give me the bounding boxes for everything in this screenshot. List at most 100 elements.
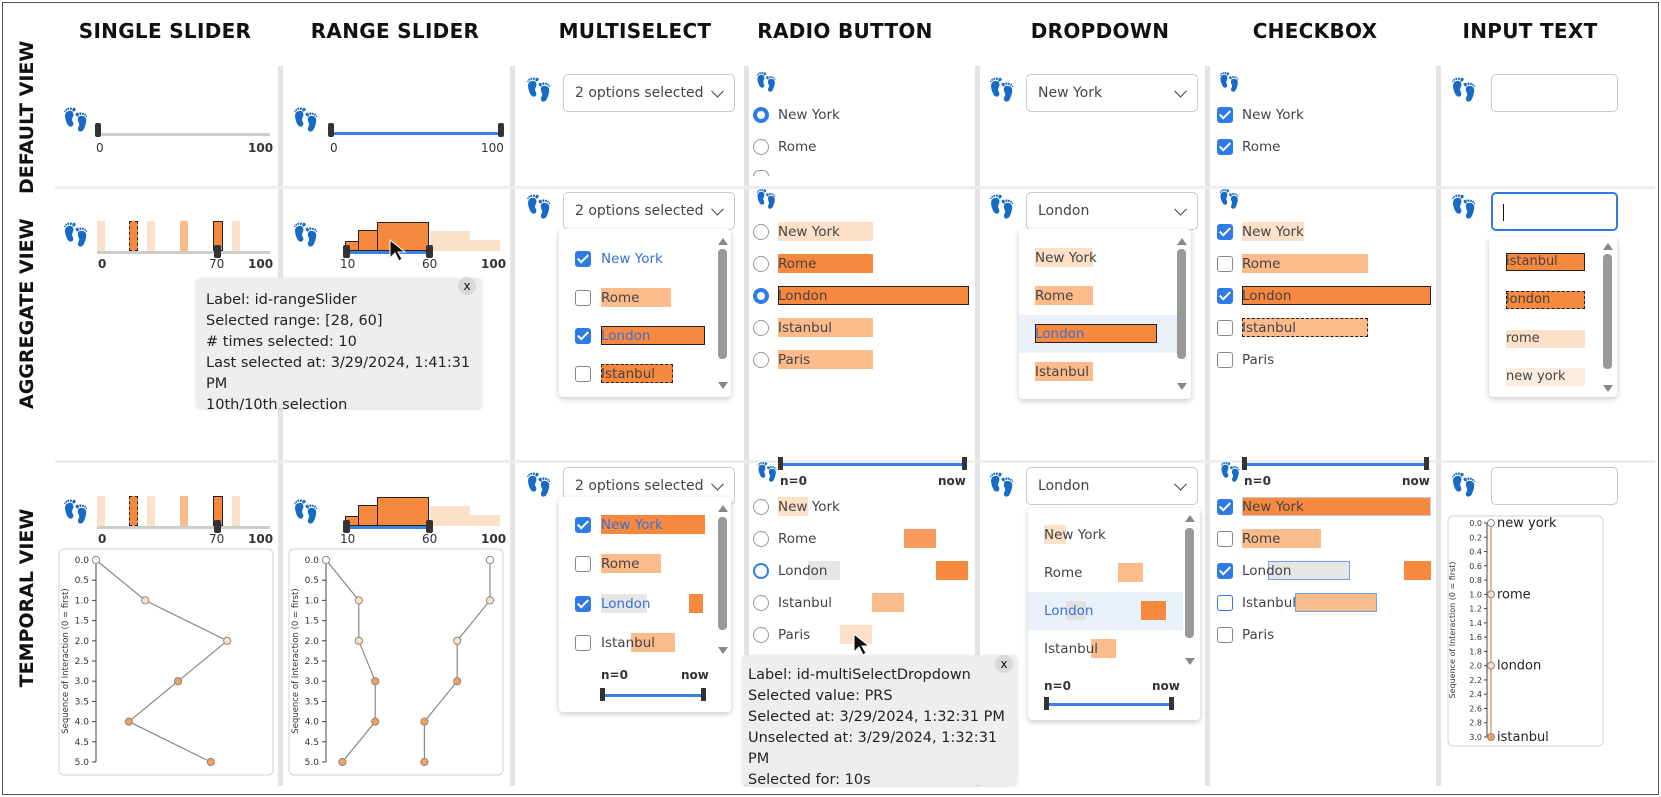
checkbox-istanbul[interactable]: [1217, 595, 1233, 611]
footprints-icon[interactable]: 👣: [525, 195, 553, 220]
footprints-icon[interactable]: 👣: [1218, 189, 1241, 210]
option-istanbul[interactable]: Istanbul: [1035, 364, 1090, 380]
scroll-up-arrow[interactable]: [1177, 238, 1187, 245]
dropdown-box[interactable]: London: [1026, 192, 1198, 230]
text-input[interactable]: [1491, 467, 1618, 505]
footprints-icon[interactable]: 👣: [292, 500, 320, 525]
dropdown-box[interactable]: New York: [1026, 74, 1198, 112]
timeline-track[interactable]: [1045, 703, 1172, 706]
footprints-icon[interactable]: 👣: [292, 108, 320, 133]
scrollbar-thumb[interactable]: [1177, 249, 1186, 359]
dropdown-box[interactable]: London: [1026, 467, 1198, 505]
radio-istanbul[interactable]: [753, 320, 769, 336]
radio-rome[interactable]: [753, 531, 769, 547]
footprints-icon[interactable]: 👣: [1450, 195, 1478, 220]
timeline-handle-end[interactable]: [962, 457, 967, 470]
timeline-handle-start[interactable]: [1044, 697, 1049, 710]
option-new-york[interactable]: New York: [1044, 527, 1106, 543]
option-rome[interactable]: Rome: [1035, 288, 1074, 304]
footprints-icon[interactable]: 👣: [755, 72, 778, 93]
slider-handle[interactable]: [214, 245, 221, 258]
slider-track[interactable]: [97, 251, 270, 254]
footprints-icon[interactable]: 👣: [756, 462, 779, 483]
checkbox-london[interactable]: [1217, 563, 1233, 579]
option-istanbul[interactable]: Istanbul: [601, 366, 656, 382]
option-rome[interactable]: Rome: [601, 290, 640, 306]
scroll-up-arrow[interactable]: [718, 505, 728, 512]
checkbox-istanbul[interactable]: [575, 635, 591, 651]
radio-london[interactable]: [753, 563, 769, 579]
checkbox-london[interactable]: [575, 596, 591, 612]
range-handle-low[interactable]: [343, 520, 350, 533]
option-new-york[interactable]: new york: [1506, 369, 1566, 384]
scroll-up-arrow[interactable]: [1603, 243, 1613, 250]
multiselect-box[interactable]: 2 options selected: [563, 74, 735, 112]
checkbox-paris[interactable]: [1217, 627, 1233, 643]
radio-new-york[interactable]: [753, 499, 769, 515]
timeline-handle-end[interactable]: [701, 688, 706, 701]
timeline-handle-start[interactable]: [778, 457, 783, 470]
footprints-icon[interactable]: 👣: [525, 78, 553, 103]
radio-london[interactable]: [753, 288, 769, 304]
checkbox-rome[interactable]: [1217, 256, 1233, 272]
checkbox-new-york[interactable]: [575, 517, 591, 533]
footprints-icon[interactable]: 👣: [1450, 473, 1478, 498]
range-track[interactable]: [345, 251, 430, 254]
scroll-down-arrow[interactable]: [1603, 385, 1613, 392]
option-london[interactable]: London: [1044, 603, 1094, 619]
option-new-york[interactable]: New York: [601, 251, 663, 267]
option-istanbul[interactable]: Istanbul: [1044, 641, 1099, 657]
checkbox-new-york[interactable]: [575, 251, 591, 267]
checkbox-istanbul[interactable]: [575, 366, 591, 382]
footprints-icon[interactable]: 👣: [62, 500, 90, 525]
radio-istanbul[interactable]: [753, 595, 769, 611]
range-handle-high[interactable]: [426, 520, 433, 533]
footprints-icon[interactable]: 👣: [62, 223, 90, 248]
timeline-track[interactable]: [780, 463, 965, 466]
close-button[interactable]: x: [458, 277, 476, 295]
multiselect-box[interactable]: 2 options selected: [563, 192, 735, 230]
option-london[interactable]: London: [1035, 326, 1085, 342]
footprints-icon[interactable]: 👣: [755, 189, 778, 210]
scroll-down-arrow[interactable]: [1177, 383, 1187, 390]
scrollbar-thumb[interactable]: [1185, 528, 1194, 638]
timeline-handle-end[interactable]: [1424, 457, 1429, 470]
timeline-track[interactable]: [1244, 463, 1427, 466]
slider-track[interactable]: [97, 526, 270, 529]
timeline-track[interactable]: [601, 694, 704, 697]
slider-handle[interactable]: [95, 123, 101, 137]
option-new-york[interactable]: New York: [601, 517, 663, 533]
option-new-york[interactable]: New York: [1035, 250, 1097, 266]
range-track[interactable]: [345, 526, 430, 529]
footprints-icon[interactable]: 👣: [1218, 72, 1241, 93]
checkbox-london[interactable]: [1217, 288, 1233, 304]
timeline-handle-start[interactable]: [600, 688, 605, 701]
text-input-focused[interactable]: [1491, 192, 1618, 231]
radio-paris[interactable]: [753, 352, 769, 368]
range-handle-high[interactable]: [498, 123, 504, 137]
slider-track[interactable]: [97, 133, 270, 136]
footprints-icon[interactable]: 👣: [1450, 78, 1478, 103]
footprints-icon[interactable]: 👣: [988, 78, 1016, 103]
range-track[interactable]: [330, 132, 502, 135]
range-handle-low[interactable]: [343, 245, 350, 258]
timeline-handle-end[interactable]: [1169, 697, 1174, 710]
footprints-icon[interactable]: 👣: [988, 473, 1016, 498]
option-istanbul[interactable]: Istanbul: [601, 635, 656, 651]
option-istanbul[interactable]: istanbul: [1506, 254, 1558, 269]
footprints-icon[interactable]: 👣: [988, 195, 1016, 220]
radio-rome[interactable]: [753, 256, 769, 272]
checkbox-new-york[interactable]: [1217, 107, 1233, 123]
footprints-icon[interactable]: 👣: [1219, 462, 1242, 483]
checkbox-rome[interactable]: [1217, 139, 1233, 155]
checkbox-london[interactable]: [575, 328, 591, 344]
footprints-icon[interactable]: 👣: [292, 223, 320, 248]
radio-new-york[interactable]: [753, 107, 769, 123]
scrollbar-thumb[interactable]: [1603, 254, 1612, 369]
checkbox-rome[interactable]: [575, 556, 591, 572]
checkbox-new-york[interactable]: [1217, 499, 1233, 515]
option-london[interactable]: london: [1506, 292, 1551, 307]
checkbox-rome[interactable]: [1217, 531, 1233, 547]
option-rome[interactable]: Rome: [601, 556, 640, 572]
slider-handle[interactable]: [214, 520, 221, 533]
